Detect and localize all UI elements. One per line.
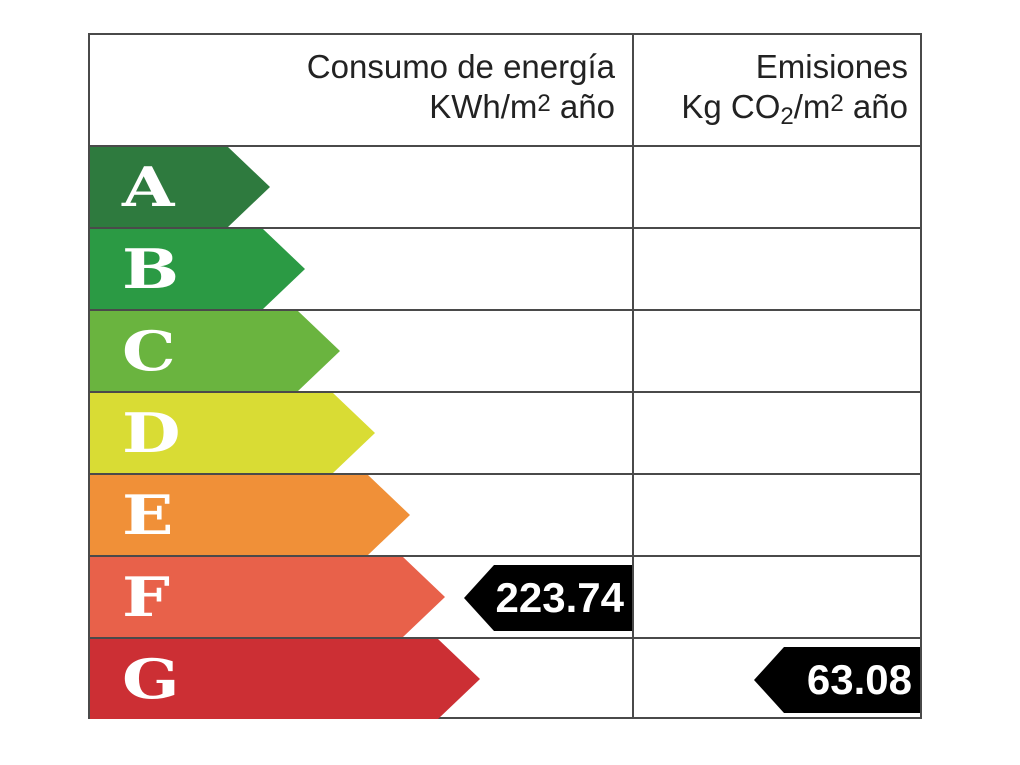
band-letter: D — [122, 401, 182, 465]
energy-band-f: F — [90, 557, 445, 637]
energy-band-a: A — [90, 147, 270, 227]
emissions-header-unit: Kg CO2/m2 año — [681, 88, 908, 130]
row-divider — [88, 227, 922, 229]
band-letter: E — [122, 483, 175, 547]
energy-header-unit: KWh/m2 año — [429, 88, 615, 125]
row-divider — [88, 555, 922, 557]
emissions-header: Emisiones Kg CO2/m2 año — [638, 47, 908, 130]
column-divider — [632, 33, 634, 719]
row-divider — [88, 145, 922, 147]
energy-rating-indicator: 223.74 — [464, 565, 632, 631]
row-divider — [88, 473, 922, 475]
energy-consumption-header: Consumo de energía KWh/m2 año — [215, 47, 615, 127]
emissions-header-title: Emisiones — [755, 48, 908, 85]
energy-certificate-table — [88, 33, 922, 719]
energy-band-c: C — [90, 311, 340, 391]
band-letter: A — [122, 155, 176, 219]
band-letter: C — [122, 319, 177, 383]
energy-band-b: B — [90, 229, 305, 309]
band-letter: G — [122, 647, 181, 711]
row-divider — [88, 391, 922, 393]
energy-band-g: G — [90, 639, 480, 719]
emissions-rating-indicator-value: 63.08 — [806, 656, 912, 703]
row-divider — [88, 309, 922, 311]
energy-header-title: Consumo de energía — [306, 48, 615, 85]
energy-band-d: D — [90, 393, 375, 473]
emissions-rating-indicator: 63.08 — [754, 647, 920, 713]
energy-rating-indicator-value: 223.74 — [495, 574, 624, 621]
band-letter: B — [122, 237, 181, 301]
band-letter: F — [122, 565, 172, 629]
row-divider — [88, 637, 922, 639]
energy-band-e: E — [90, 475, 410, 555]
